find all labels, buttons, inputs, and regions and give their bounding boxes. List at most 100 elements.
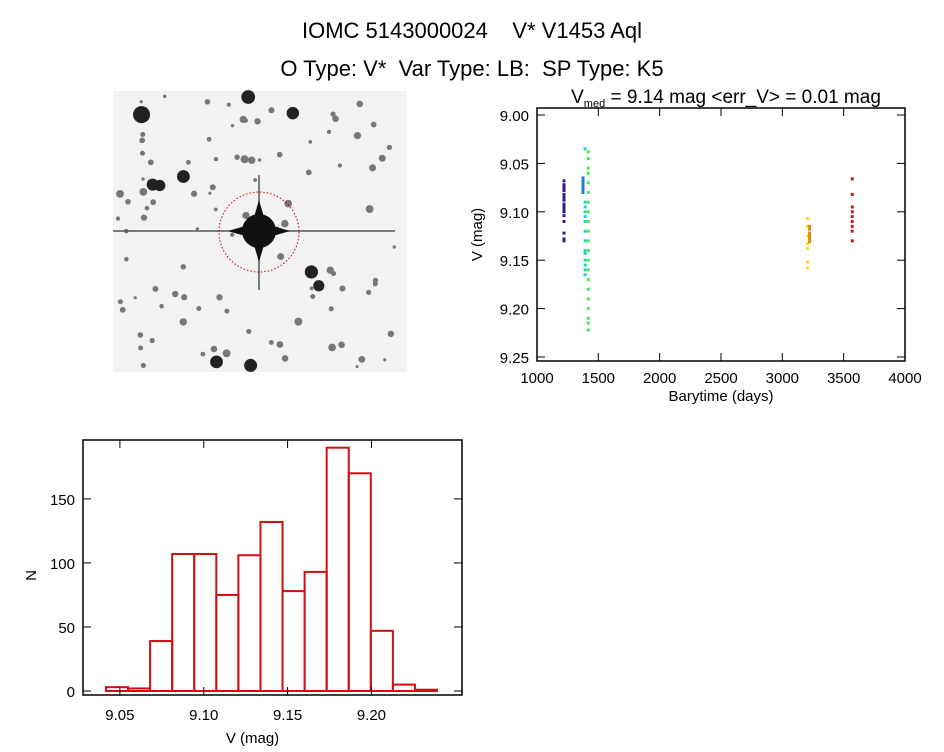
data-point <box>586 258 590 262</box>
data-point <box>805 217 809 221</box>
histogram-bar <box>104 686 130 692</box>
data-point <box>583 239 587 243</box>
star <box>241 90 256 104</box>
star <box>240 155 249 164</box>
star <box>124 257 129 262</box>
data-point <box>562 237 566 241</box>
data-point <box>850 239 854 243</box>
star <box>276 151 283 158</box>
data-point <box>562 192 566 196</box>
star <box>159 303 164 309</box>
data-point <box>808 234 812 238</box>
data-point <box>586 200 590 204</box>
star <box>247 156 256 164</box>
data-point <box>562 214 566 218</box>
data-point <box>586 321 590 325</box>
histogram-bar <box>193 552 218 692</box>
star <box>234 154 240 160</box>
title-v: V <box>571 87 584 108</box>
data-point <box>586 316 590 320</box>
x-axis-label: V (mag) <box>226 730 279 747</box>
data-point <box>562 186 566 190</box>
star <box>328 306 334 312</box>
star <box>186 159 191 165</box>
data-point <box>586 297 590 301</box>
data-point <box>586 278 590 282</box>
x-tick-label: 9.10 <box>189 707 218 724</box>
data-point <box>583 258 587 262</box>
y-tick-label: 9.10 <box>500 205 529 222</box>
data-point <box>583 215 587 219</box>
star <box>253 178 258 182</box>
data-point <box>808 240 812 244</box>
data-point <box>562 231 566 235</box>
plot-frame <box>82 439 463 696</box>
x-tick-label: 3000 <box>766 370 799 387</box>
histogram-bar <box>413 688 439 692</box>
star <box>365 205 374 213</box>
star <box>305 169 312 176</box>
star <box>294 317 303 326</box>
data-point <box>808 227 812 231</box>
x-tick-label: 2500 <box>704 370 737 387</box>
star <box>204 99 211 105</box>
star <box>226 102 231 107</box>
star <box>139 150 145 156</box>
star <box>378 154 386 162</box>
sky-image <box>113 90 407 372</box>
star <box>141 177 145 181</box>
data-point <box>586 157 590 161</box>
data-point <box>583 147 587 151</box>
star <box>224 308 230 314</box>
y-tick-label: 9.05 <box>500 156 529 173</box>
histogram-bar <box>347 472 372 693</box>
data-point <box>581 181 585 185</box>
y-axis-label: V (mag) <box>469 208 486 261</box>
data-point <box>850 210 854 214</box>
star <box>242 211 250 220</box>
histogram-bar <box>369 629 394 692</box>
plot-frame <box>536 107 906 362</box>
star <box>286 106 300 120</box>
data-point <box>562 208 566 212</box>
star <box>277 253 285 261</box>
star <box>338 341 345 349</box>
y-tick-label: 9.20 <box>500 302 529 319</box>
star <box>356 100 364 108</box>
star <box>213 156 219 162</box>
star <box>195 227 199 231</box>
data-point <box>586 239 590 243</box>
star <box>355 365 359 369</box>
star <box>210 345 218 353</box>
data-point <box>562 183 566 187</box>
data-point <box>583 251 587 255</box>
star <box>339 285 346 292</box>
data-point <box>850 177 854 181</box>
data-point <box>586 210 590 214</box>
star <box>268 107 275 114</box>
histogram-bar <box>281 590 306 692</box>
histogram-bar <box>215 593 240 693</box>
star <box>200 351 206 357</box>
star <box>206 136 212 142</box>
star <box>213 207 218 212</box>
y-tick-label: 50 <box>58 620 75 637</box>
star <box>144 205 150 211</box>
star <box>257 158 262 162</box>
y-axis-label: N <box>23 570 40 581</box>
star <box>179 318 187 326</box>
data-point <box>805 266 809 270</box>
data-point <box>583 229 587 233</box>
star <box>386 144 393 151</box>
star <box>239 115 248 124</box>
star <box>328 343 336 352</box>
y-tick-label: 9.00 <box>500 108 529 125</box>
star <box>366 289 372 295</box>
star <box>308 139 313 144</box>
data-point <box>562 179 566 183</box>
data-point <box>850 192 854 196</box>
histogram-bar <box>259 520 284 692</box>
data-point <box>562 198 566 202</box>
star <box>149 337 155 344</box>
star <box>369 164 377 172</box>
